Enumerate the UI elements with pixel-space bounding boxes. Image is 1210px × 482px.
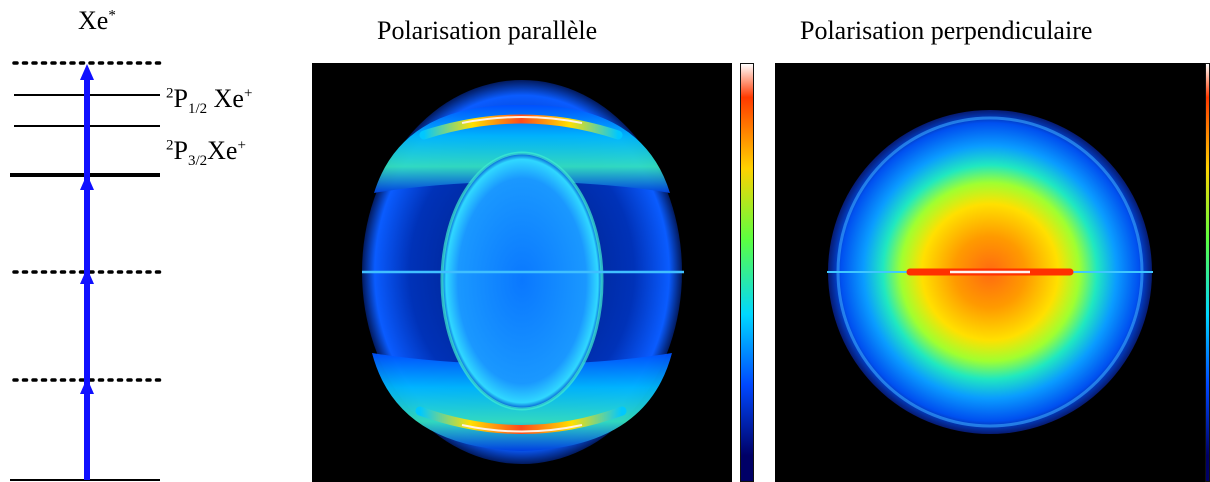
image-title-parallel: Polarisation parallèle <box>377 16 598 45</box>
level-label-p12-post-sup: + <box>243 85 253 102</box>
level-label-p12-sub: 1/2 <box>187 101 208 118</box>
velocity-map-image-perpendicular <box>775 63 1205 482</box>
velocity-map-parallel-svg <box>362 80 684 464</box>
inner-ring-parallel <box>442 153 602 409</box>
velocity-map-image-parallel <box>312 63 732 482</box>
level-label-p32-pre: 2 <box>166 137 174 154</box>
velocity-map-perpendicular-svg <box>827 110 1153 434</box>
image-title-perpendicular: Polarisation perpendiculaire <box>800 16 1093 45</box>
level-label-p32: 2P3/2Xe+ <box>166 138 246 169</box>
level-label-p12-post: Xe <box>213 84 244 113</box>
level-label-p32-post: Xe <box>207 136 238 165</box>
level-label-p12: 2P1/2 Xe+ <box>166 86 252 117</box>
energy-level-diagram <box>10 61 162 481</box>
upper-hot-arc-core <box>461 116 583 124</box>
level-label-p32-post-sup: + <box>237 137 246 154</box>
diagram-title-text: Xe <box>78 6 109 35</box>
photon-arrow-head-3 <box>80 268 94 284</box>
lower-hot-arc-parallel <box>415 406 627 434</box>
colorbar-perpendicular <box>1205 63 1210 482</box>
diagram-title-superscript: * <box>108 7 116 24</box>
inner-ring-edge-parallel <box>440 151 604 411</box>
photon-arrow-head-1 <box>80 64 94 80</box>
lower-hot-arc-core <box>461 424 583 433</box>
photon-arrows <box>80 64 94 480</box>
upper-hot-arc-parallel <box>419 114 623 140</box>
level-label-p12-main: P <box>173 84 188 113</box>
colorbar-parallel <box>740 63 754 482</box>
diagram-title: Xe* <box>78 6 116 36</box>
level-label-p32-sub: 3/2 <box>187 153 208 170</box>
photon-arrow-head-2 <box>80 174 94 190</box>
level-label-p32-main: P <box>173 136 188 165</box>
photon-arrow-head-4 <box>80 378 94 394</box>
level-label-p12-pre: 2 <box>166 85 174 102</box>
